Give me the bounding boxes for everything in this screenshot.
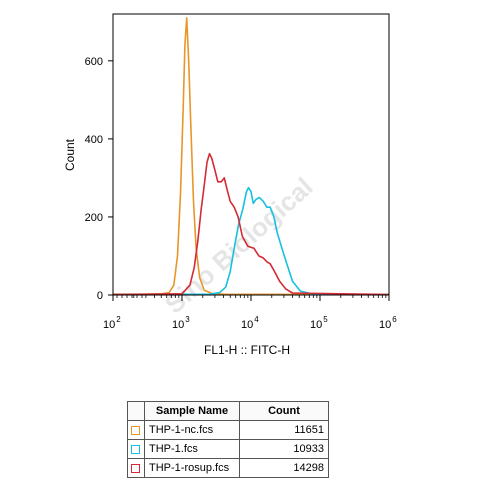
y-axis-label: Count <box>63 138 77 171</box>
series-line-0 <box>113 17 390 296</box>
x-tick-label: 105 <box>310 315 328 331</box>
legend-sample-count: 14298 <box>239 458 329 478</box>
y-tick-label: 200 <box>85 212 103 224</box>
legend-sample-name: THP-1-rosup.fcs <box>144 458 240 478</box>
series-line-1 <box>112 186 390 296</box>
y-tick-label: 600 <box>85 56 103 68</box>
series-line-2 <box>112 152 390 296</box>
legend-swatch-rosup <box>131 463 140 473</box>
legend-header-swatch <box>127 401 145 421</box>
x-tick-label: 106 <box>379 315 397 331</box>
legend-row: THP-1.fcs 10933 <box>127 439 329 459</box>
x-tick-label: 104 <box>241 315 259 331</box>
legend-sample-name: THP-1-nc.fcs <box>144 420 240 440</box>
legend-sample-count: 10933 <box>239 439 329 459</box>
x-axis-label: FL1-H :: FITC-H <box>204 343 290 357</box>
legend-header-row: Sample Name Count <box>127 401 329 421</box>
legend-sample-name: THP-1.fcs <box>144 439 240 459</box>
legend-header-name: Sample Name <box>144 401 240 421</box>
y-tick-label: 0 <box>97 290 103 302</box>
legend-swatch-thp1 <box>131 444 140 454</box>
y-tick-label: 400 <box>85 134 103 146</box>
legend-header-count: Count <box>239 401 329 421</box>
x-tick-label: 103 <box>172 315 190 331</box>
watermark: Sino Biological <box>159 172 319 320</box>
legend-row: THP-1-nc.fcs 11651 <box>127 420 329 440</box>
legend-sample-count: 11651 <box>239 420 329 440</box>
legend-swatch-nc <box>131 425 140 435</box>
watermark-text: Sino Biological <box>159 172 319 320</box>
legend-swatch-cell <box>127 458 145 478</box>
legend-swatch-cell <box>127 439 145 459</box>
sample-legend-table: Sample Name Count THP-1-nc.fcs 11651 THP… <box>127 401 329 478</box>
axes: 0 200 400 600 102 103 104 105 106 <box>85 56 398 331</box>
x-tick-label: 102 <box>103 315 121 331</box>
legend-row: THP-1-rosup.fcs 14298 <box>127 458 329 478</box>
series-group <box>112 17 390 296</box>
legend-swatch-cell <box>127 420 145 440</box>
